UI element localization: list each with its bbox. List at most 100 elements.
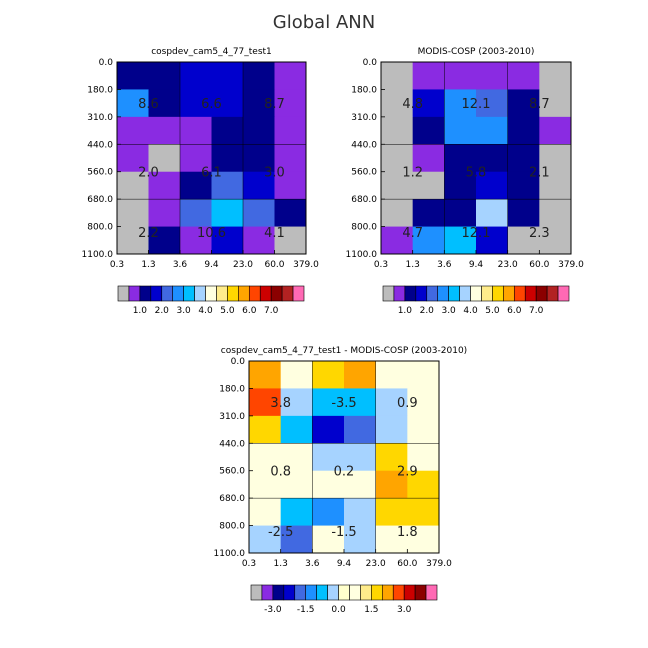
heatmap-cell: [180, 199, 212, 227]
cell-value-label: -1.5: [331, 525, 356, 540]
heatmap-cell: [407, 361, 440, 389]
heatmap-cell: [407, 443, 440, 472]
heatmap-cell: [381, 199, 414, 227]
x-tick-label: 60.0: [529, 260, 549, 270]
heatmap-cell: [249, 525, 282, 554]
cell-value-label: 8.6: [138, 97, 159, 112]
colorbar-label: 3.0: [397, 605, 412, 615]
heatmap-cell: [274, 199, 307, 227]
heatmap-cell: [444, 144, 477, 173]
colorbar-label: 6.0: [242, 306, 257, 316]
heatmap-cell: [312, 443, 345, 472]
cell-value-label: -3.5: [331, 396, 356, 411]
heatmap-cell: [375, 361, 408, 389]
colorbar-swatch: [128, 285, 141, 302]
heatmap-cell: [476, 116, 509, 145]
heatmap-cell: [117, 116, 149, 145]
y-tick-label: 440.0: [87, 140, 113, 150]
cell-value-label: 3.8: [270, 396, 291, 411]
heatmap-cell: [117, 89, 149, 118]
x-tick-label: 1.3: [406, 260, 420, 270]
heatmap-cell: [249, 470, 282, 499]
heatmap-cell: [312, 361, 345, 389]
colorbar-swatch: [392, 584, 405, 601]
heatmap-cell: [375, 525, 408, 554]
heatmap-cell: [312, 388, 345, 417]
cell-value-label: 2.3: [529, 226, 550, 241]
colorbar-swatch: [238, 285, 250, 302]
cell-value-label: 4.8: [402, 97, 423, 112]
x-tick-label: 379.0: [426, 559, 452, 569]
heatmap-cell: [539, 226, 572, 255]
heatmap-cell: [476, 171, 509, 200]
colorbar-label: 7.0: [529, 306, 544, 316]
colorbar-label: 1.5: [364, 605, 378, 615]
heatmap-cell: [249, 361, 282, 389]
colorbar-swatch: [205, 285, 217, 302]
heatmap-cell: [274, 171, 307, 200]
y-tick-label: 560.0: [351, 168, 377, 178]
heatmap-cell: [344, 470, 377, 499]
heatmap-cell: [344, 525, 377, 554]
heatmap-cell: [344, 361, 377, 389]
heatmap-cell: [381, 116, 414, 145]
heatmap-cell: [344, 443, 377, 472]
panel-p3: cospdev_cam5_4_77_test1 - MODIS-COSP (20…: [214, 346, 468, 615]
x-tick-label: 3.6: [305, 559, 320, 569]
colorbar-label: 1.0: [133, 306, 148, 316]
colorbar-swatch: [393, 285, 406, 302]
colorbar-swatch: [327, 584, 339, 601]
heatmap-cell: [117, 62, 149, 90]
heatmap-cell: [539, 89, 572, 118]
heatmap-cell: [507, 199, 540, 227]
colorbar-label: -1.5: [297, 605, 315, 615]
cell-value-label: 4.1: [264, 226, 285, 241]
y-tick-label: 680.0: [351, 195, 377, 205]
colorbar-swatch: [283, 584, 296, 601]
heatmap-cell: [381, 144, 414, 173]
heatmap-cell: [381, 62, 414, 90]
heatmap-cell: [211, 89, 244, 118]
colorbar-label: 2.0: [420, 306, 435, 316]
y-tick-label: 800.0: [219, 522, 245, 532]
page-title: Global ANN: [272, 12, 376, 33]
cell-value-label: 8.7: [529, 97, 550, 112]
colorbar-swatch: [381, 584, 394, 601]
colorbar-label: 3.0: [176, 306, 191, 316]
x-tick-label: 3.6: [437, 260, 452, 270]
heatmap-cell: [211, 226, 244, 255]
heatmap-cell: [375, 415, 408, 444]
colorbar-swatch: [261, 584, 274, 601]
y-tick-label: 800.0: [87, 223, 113, 233]
y-tick-label: 180.0: [219, 384, 245, 394]
heatmap-cell: [444, 89, 477, 118]
heatmap-cell: [312, 498, 345, 526]
colorbar-swatch: [459, 285, 471, 302]
y-tick-label: 0.0: [99, 58, 114, 68]
heatmap-cell: [280, 525, 313, 554]
heatmap-cell: [148, 62, 181, 90]
heatmap-cell: [280, 388, 313, 417]
heatmap-cell: [249, 415, 282, 444]
colorbar-label: 1.0: [398, 306, 413, 316]
x-tick-label: 379.0: [558, 260, 584, 270]
heatmap-cell: [476, 89, 509, 118]
y-tick-label: 180.0: [351, 85, 377, 95]
colorbar-swatch: [281, 285, 294, 302]
colorbar-swatch: [425, 584, 438, 601]
x-tick-label: 60.0: [264, 260, 284, 270]
colorbar-swatch: [403, 584, 416, 601]
colorbar-label: 4.0: [198, 306, 213, 316]
cell-value-label: 2.1: [529, 166, 550, 181]
heatmap-cell: [180, 116, 212, 145]
heatmap-cell: [375, 470, 408, 499]
heatmap-cell: [280, 498, 313, 526]
panel-p1: cospdev_cam5_4_77_test1 8.6 6.6 8.7 2.0 6.1 3.…: [82, 47, 320, 316]
heatmap-cell: [180, 144, 212, 173]
heatmap-cell: [274, 144, 307, 173]
heatmap-cell: [344, 388, 377, 417]
colorbar-swatch: [172, 285, 184, 302]
colorbar-swatch: [524, 285, 537, 302]
y-tick-label: 1100.0: [346, 250, 378, 260]
